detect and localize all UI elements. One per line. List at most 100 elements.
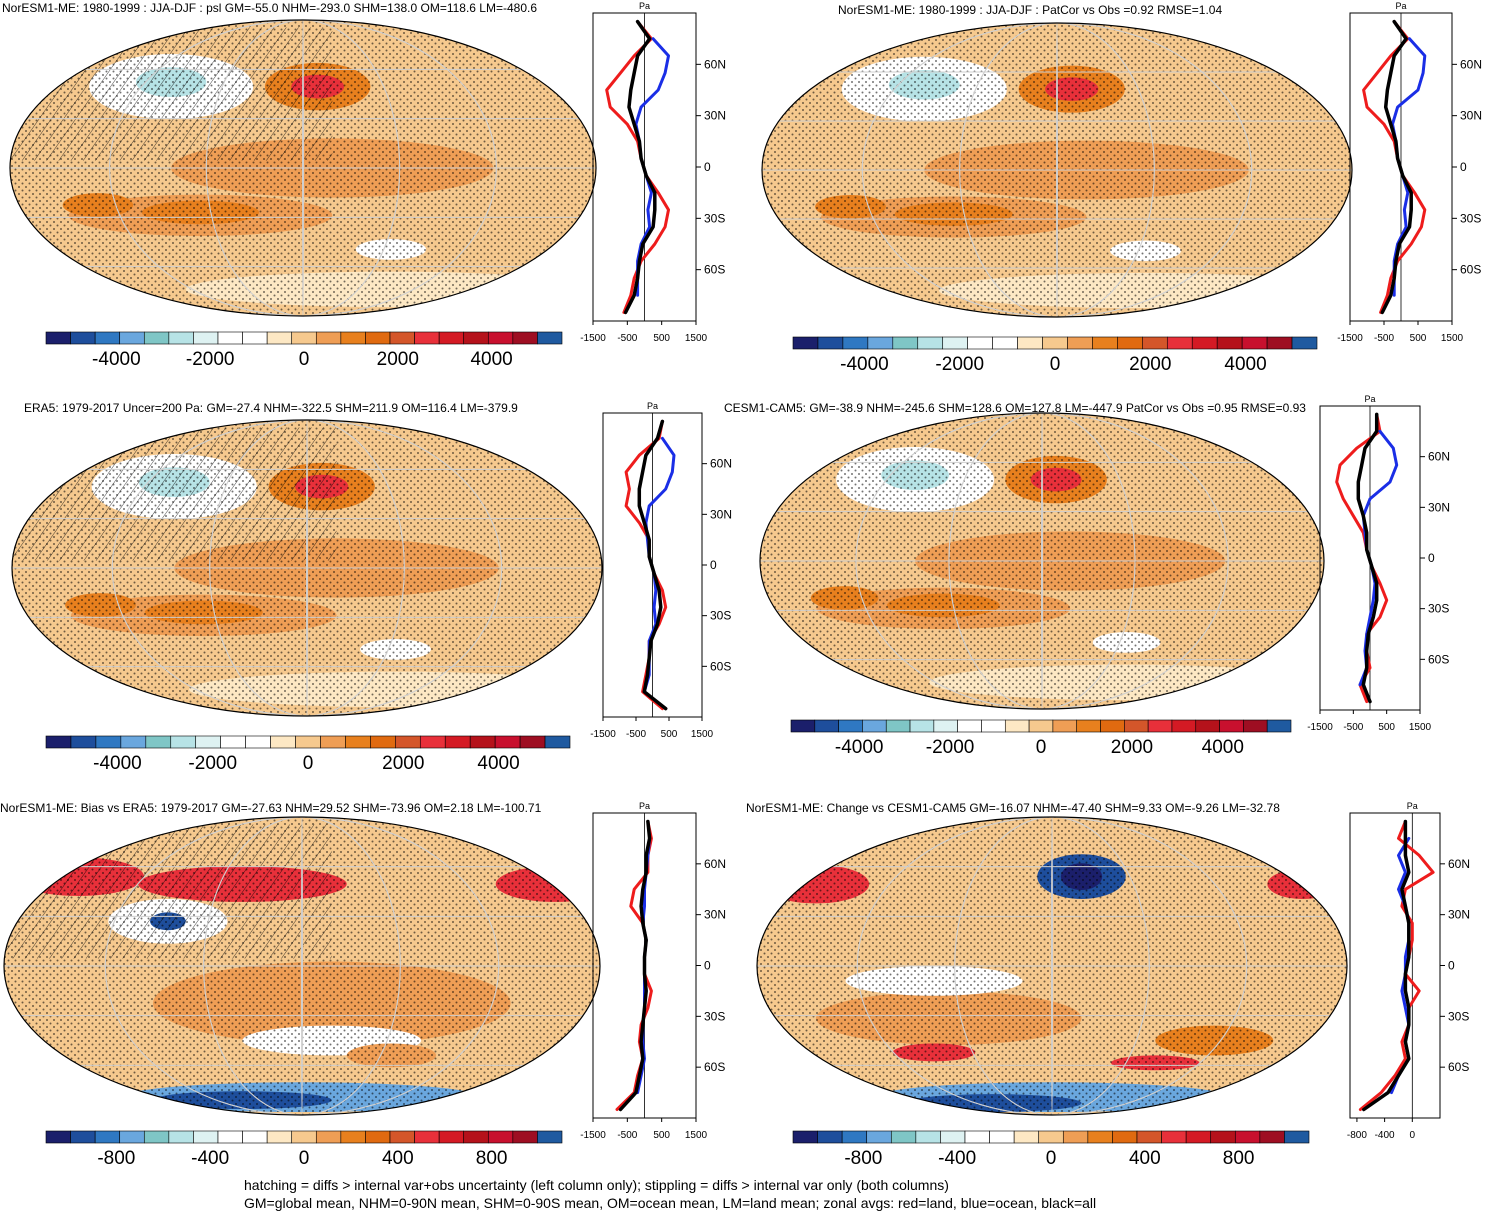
colorbar-box xyxy=(315,1130,342,1144)
colorbar-tick-label: 0 xyxy=(299,349,310,370)
colorbar-box xyxy=(981,719,1006,733)
zonal-line-all xyxy=(1362,819,1411,1112)
colorbar-box xyxy=(792,1130,818,1144)
zonal-x-tick-label: -1500 xyxy=(580,1130,606,1141)
graticule-lon xyxy=(104,817,500,1115)
colorbar-box xyxy=(419,735,446,749)
graticule-lon xyxy=(205,20,401,316)
colorbar-box xyxy=(519,735,546,749)
colorbar-box xyxy=(817,1130,843,1144)
colorbar-box xyxy=(438,331,465,345)
colorbar-tick-label: 400 xyxy=(1129,1148,1161,1169)
colorbar-box xyxy=(817,336,844,350)
zonal-x-tick-label: -800 xyxy=(1347,1130,1367,1141)
colorbar-tick-label: -4000 xyxy=(93,753,142,774)
colorbar-5: -800 -400 0 400 800 xyxy=(45,1130,563,1169)
map-outline xyxy=(9,19,597,317)
zonal-lat-label: 60S xyxy=(704,263,725,277)
colorbar-tick-label: 4000 xyxy=(470,349,512,370)
colorbar-box xyxy=(168,1130,194,1144)
graticule-lon xyxy=(959,23,1155,317)
colorbar-box xyxy=(266,1130,293,1144)
colorbar-box xyxy=(1142,336,1168,350)
colorbar-box xyxy=(487,1130,514,1144)
colorbar-1: -4000 -2000 0 2000 4000 xyxy=(45,331,563,370)
colorbar-box xyxy=(193,1130,219,1144)
colorbar-box xyxy=(867,336,894,350)
map-outline xyxy=(761,22,1353,318)
colorbar-box xyxy=(1087,1130,1113,1144)
colorbar-box xyxy=(340,331,366,345)
colorbar-box xyxy=(266,331,293,345)
colorbar-box xyxy=(1185,1130,1212,1144)
colorbar-box xyxy=(792,336,819,350)
zonal-x-tick-label: -1500 xyxy=(1307,722,1333,733)
zonal-lat-label: 30N xyxy=(1428,500,1450,514)
zonal-line-land xyxy=(1358,820,1435,1111)
colorbar-box xyxy=(70,331,96,345)
zonal-x-tick-label: 500 xyxy=(1378,722,1395,733)
colorbar-box xyxy=(463,331,489,345)
hatching-overlay xyxy=(10,27,333,161)
map-panel-1 xyxy=(9,19,597,317)
zonal-x-tick-label: 0 xyxy=(1410,1130,1416,1141)
colorbar-box xyxy=(168,331,194,345)
colorbar-box xyxy=(1076,719,1101,733)
colorbar-box xyxy=(370,735,396,749)
colorbar-box xyxy=(1092,336,1118,350)
graticule-lon xyxy=(856,817,1248,1115)
colorbar-tick-label: -2000 xyxy=(926,737,975,758)
colorbar-box xyxy=(242,331,268,345)
colorbar-box xyxy=(469,735,496,749)
colorbar-box xyxy=(1210,1130,1236,1144)
zonal-panel-1: Pa -1500 -500 500 1500 60N 30N 0 30S 60S xyxy=(580,1,726,344)
colorbar-box xyxy=(291,331,317,345)
colorbar-box xyxy=(890,1130,917,1144)
colorbar-box xyxy=(915,1130,941,1144)
colorbar-tick-label: -800 xyxy=(844,1148,882,1169)
zonal-lat-label: 30N xyxy=(1460,109,1482,123)
zonal-x-tick-label: -400 xyxy=(1375,1130,1395,1141)
hatching-overlay xyxy=(12,427,337,561)
colorbar-box xyxy=(1216,336,1243,350)
zonal-lat-label: 30S xyxy=(1448,1009,1469,1023)
colorbar-box xyxy=(414,1130,440,1144)
colorbar-box xyxy=(1219,719,1244,733)
colorbar-box xyxy=(1161,1130,1187,1144)
map-outline xyxy=(11,419,603,717)
zonal-line-land xyxy=(624,419,668,711)
colorbar-box xyxy=(438,1130,465,1144)
footer-note-2: GM=global mean, NHM=0-90N mean, SHM=0-90… xyxy=(244,1195,1097,1211)
zonal-panel-4: Pa -1500 -500 500 1500 60N 30N 0 30S 60S xyxy=(1307,394,1450,733)
colorbar-box xyxy=(862,719,887,733)
zonal-lat-label: 30N xyxy=(1448,908,1470,922)
zonal-lat-label: 60N xyxy=(1448,857,1470,871)
colorbar-box xyxy=(45,735,72,749)
colorbar-box xyxy=(1259,1130,1285,1144)
zonal-lat-label: 60S xyxy=(710,659,731,673)
colorbar-tick-label: 4000 xyxy=(477,753,519,774)
colorbar-box xyxy=(320,735,346,749)
zonal-lat-label: 60S xyxy=(1428,652,1449,666)
colorbar-box xyxy=(933,719,958,733)
zonal-lat-label: 60S xyxy=(704,1060,725,1074)
colorbar-tick-label: 2000 xyxy=(1129,354,1171,375)
colorbar-tick-label: -400 xyxy=(191,1148,229,1169)
zonal-units-label: Pa xyxy=(1395,1,1406,11)
colorbar-tick-label: 400 xyxy=(382,1148,414,1169)
colorbar-box xyxy=(1112,1130,1138,1144)
colorbar-tick-label: 2000 xyxy=(377,349,419,370)
map-panel-4 xyxy=(759,412,1325,710)
graticule-lon xyxy=(855,413,1229,709)
zonal-x-tick-label: -500 xyxy=(1343,722,1363,733)
colorbar-box xyxy=(1195,719,1220,733)
map-outline xyxy=(759,412,1325,710)
graticule-lon xyxy=(301,817,303,1115)
zonal-lat-label: 0 xyxy=(1448,959,1455,973)
colorbar-box xyxy=(841,1130,868,1144)
graticule-lon xyxy=(861,23,1253,317)
zonal-x-tick-label: 500 xyxy=(1410,333,1427,344)
colorbar-box xyxy=(70,735,97,749)
map-panel-6 xyxy=(756,816,1348,1116)
